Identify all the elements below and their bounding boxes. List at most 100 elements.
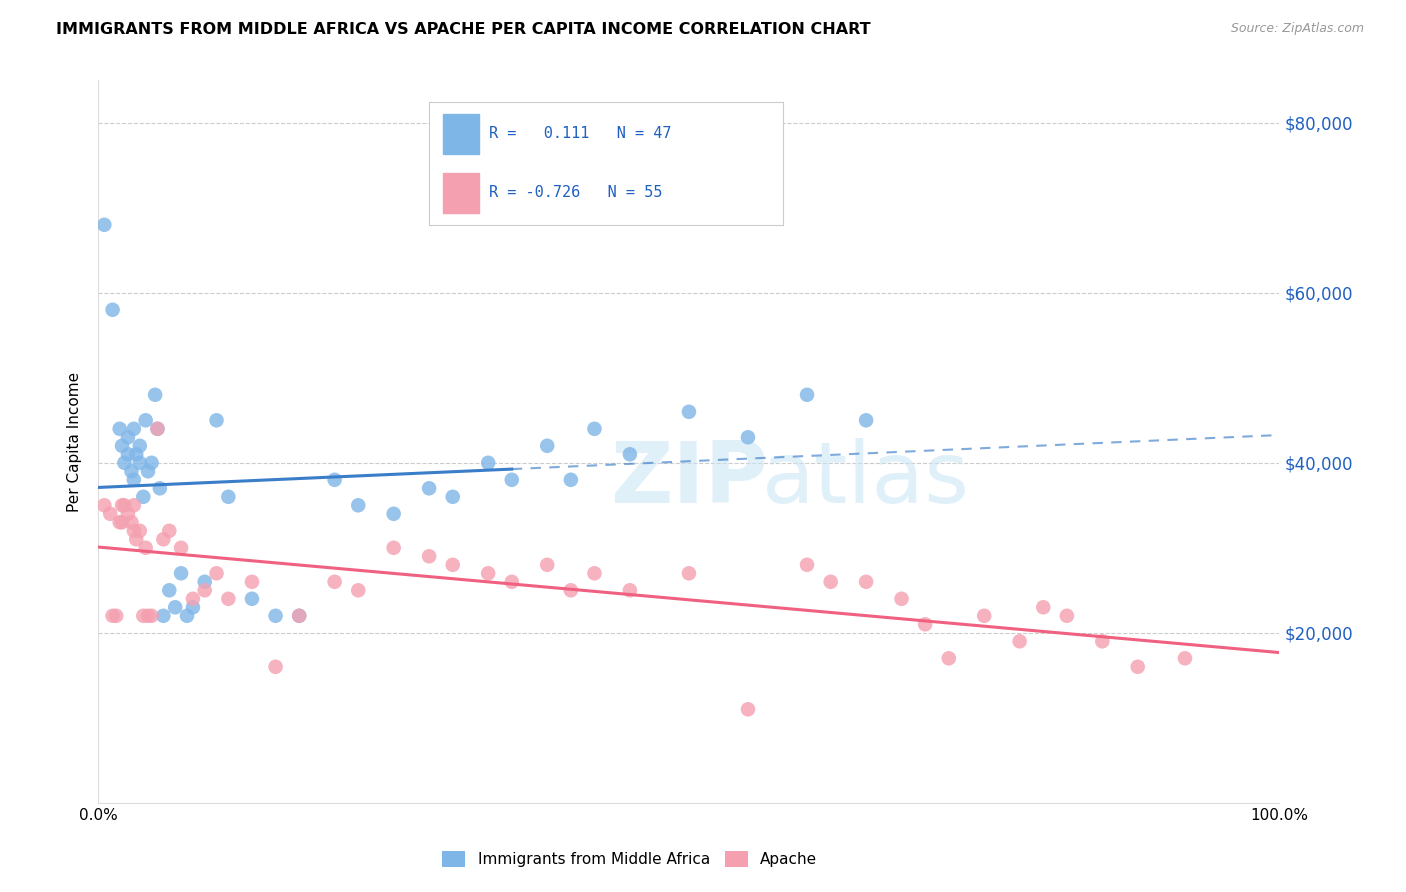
- Point: [122, 524, 145, 538]
- Point: [536, 558, 558, 572]
- Point: [347, 583, 370, 598]
- Point: [382, 541, 405, 555]
- Point: [501, 574, 523, 589]
- Point: [1126, 660, 1149, 674]
- Point: [141, 608, 163, 623]
- Point: [108, 516, 131, 530]
- Point: [264, 660, 287, 674]
- Point: [152, 608, 174, 623]
- Point: [194, 574, 217, 589]
- Point: [165, 600, 187, 615]
- Point: [111, 439, 134, 453]
- Point: [796, 558, 818, 572]
- Point: [122, 498, 145, 512]
- Point: [128, 439, 150, 453]
- Point: [501, 473, 523, 487]
- Point: [264, 608, 287, 623]
- Point: [143, 388, 166, 402]
- Point: [98, 507, 121, 521]
- Point: [125, 533, 148, 547]
- Point: [157, 524, 180, 538]
- Point: [1174, 651, 1197, 665]
- Point: [170, 566, 193, 581]
- Point: [117, 507, 139, 521]
- Point: [914, 617, 936, 632]
- Point: [477, 456, 499, 470]
- Point: [128, 456, 150, 470]
- Point: [855, 574, 877, 589]
- Point: [146, 422, 169, 436]
- Legend: Immigrants from Middle Africa, Apache: Immigrants from Middle Africa, Apache: [443, 852, 817, 867]
- Point: [111, 516, 134, 530]
- Point: [1056, 608, 1078, 623]
- Point: [117, 447, 139, 461]
- Text: IMMIGRANTS FROM MIDDLE AFRICA VS APACHE PER CAPITA INCOME CORRELATION CHART: IMMIGRANTS FROM MIDDLE AFRICA VS APACHE …: [56, 22, 870, 37]
- Point: [382, 507, 405, 521]
- Point: [418, 481, 440, 495]
- Point: [205, 566, 228, 581]
- Point: [112, 498, 135, 512]
- Point: [418, 549, 440, 564]
- Point: [583, 566, 606, 581]
- Point: [149, 481, 172, 495]
- Text: Source: ZipAtlas.com: Source: ZipAtlas.com: [1230, 22, 1364, 36]
- Point: [973, 608, 995, 623]
- Point: [855, 413, 877, 427]
- Point: [181, 600, 204, 615]
- Point: [441, 558, 464, 572]
- Point: [938, 651, 960, 665]
- Point: [583, 422, 606, 436]
- Point: [1008, 634, 1031, 648]
- Point: [111, 498, 134, 512]
- Point: [105, 608, 128, 623]
- Point: [146, 422, 169, 436]
- Point: [101, 302, 124, 317]
- Point: [128, 524, 150, 538]
- Point: [536, 439, 558, 453]
- Point: [132, 490, 155, 504]
- Point: [194, 583, 217, 598]
- Text: ZIP: ZIP: [610, 438, 768, 521]
- Point: [323, 473, 346, 487]
- Point: [205, 413, 228, 427]
- Point: [1091, 634, 1114, 648]
- Point: [560, 583, 582, 598]
- Point: [890, 591, 912, 606]
- Point: [93, 218, 115, 232]
- Point: [108, 422, 131, 436]
- Point: [737, 430, 759, 444]
- Point: [217, 591, 239, 606]
- Point: [181, 591, 204, 606]
- Point: [117, 430, 139, 444]
- Point: [441, 490, 464, 504]
- Point: [125, 447, 148, 461]
- Point: [796, 388, 818, 402]
- Y-axis label: Per Capita Income: Per Capita Income: [67, 371, 83, 512]
- Point: [240, 591, 263, 606]
- Point: [136, 608, 159, 623]
- Point: [157, 583, 180, 598]
- Point: [347, 498, 370, 512]
- Point: [737, 702, 759, 716]
- Point: [176, 608, 198, 623]
- Point: [122, 473, 145, 487]
- Point: [136, 464, 159, 478]
- Point: [132, 608, 155, 623]
- Point: [170, 541, 193, 555]
- Point: [323, 574, 346, 589]
- Point: [240, 574, 263, 589]
- Point: [560, 473, 582, 487]
- Point: [217, 490, 239, 504]
- Point: [1032, 600, 1054, 615]
- Point: [141, 456, 163, 470]
- Point: [135, 541, 157, 555]
- Point: [678, 566, 700, 581]
- Point: [678, 405, 700, 419]
- Point: [619, 447, 641, 461]
- Point: [122, 422, 145, 436]
- Point: [112, 456, 135, 470]
- Point: [619, 583, 641, 598]
- Point: [121, 516, 143, 530]
- Point: [101, 608, 124, 623]
- Point: [288, 608, 311, 623]
